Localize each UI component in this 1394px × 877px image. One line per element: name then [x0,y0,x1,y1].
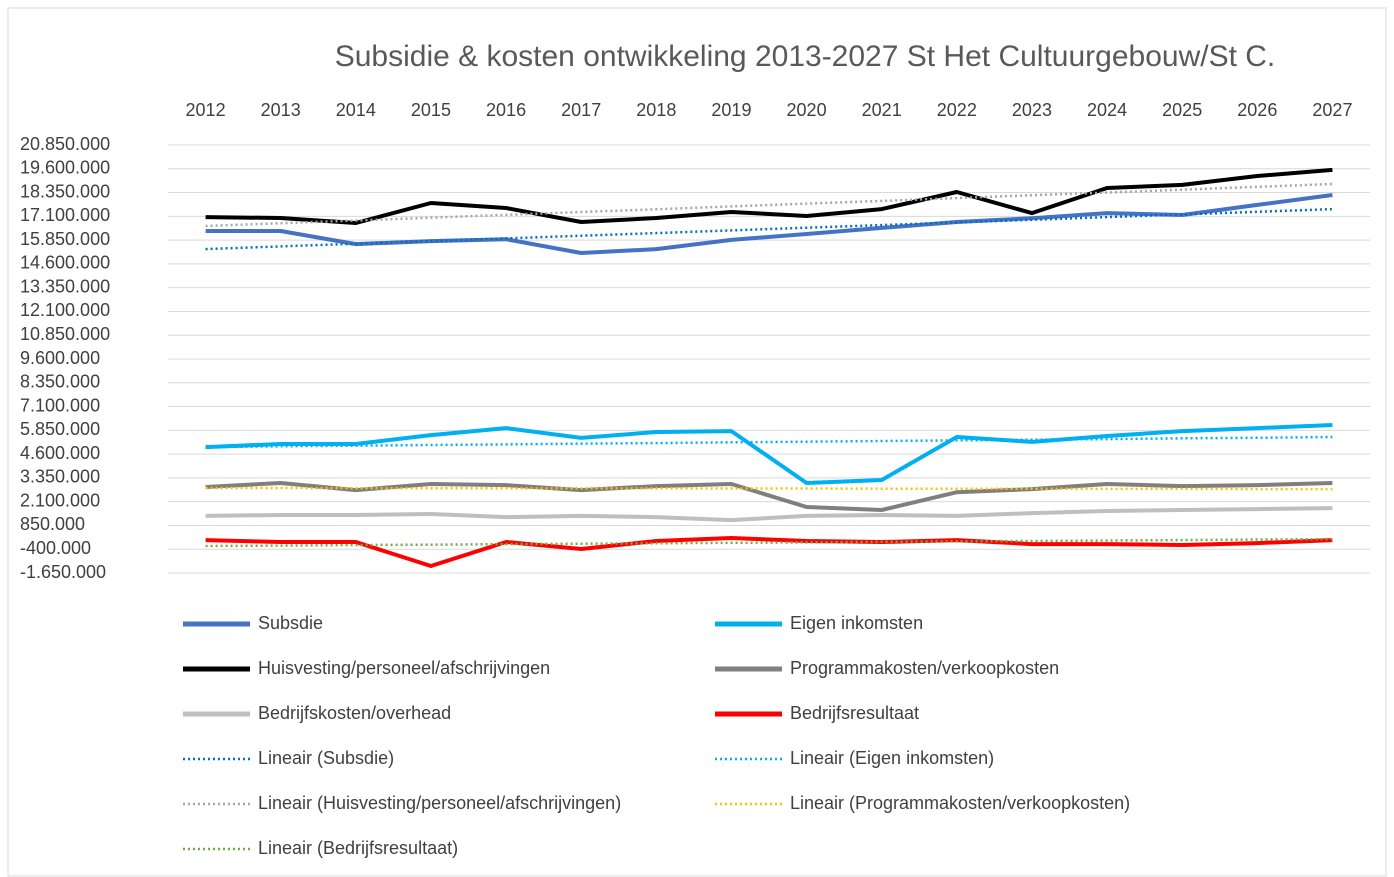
y-tick-label: 7.100.000 [20,395,100,415]
series-line [205,167,1333,225]
x-tick-label: 2017 [561,100,601,120]
legend-label: Huisvesting/personeel/afschrijvingen [258,658,550,678]
y-tick-label: 17.100.000 [20,205,110,225]
y-tick-label: 4.600.000 [20,443,100,463]
x-tick-label: 2014 [336,100,376,120]
y-tick-label: 19.600.000 [20,158,110,178]
y-tick-label: 14.600.000 [20,253,110,273]
y-tick-label: 13.350.000 [20,276,110,296]
series-line [205,536,1333,568]
x-tick-label: 2021 [862,100,902,120]
x-tick-label: 2022 [937,100,977,120]
chart-title: Subsidie & kosten ontwikkeling 2013-2027… [335,40,1276,73]
series-line [205,193,1333,255]
series-line [205,481,1333,512]
legend-label: Bedrijfsresultaat [790,703,919,723]
y-tick-label: 10.850.000 [20,324,110,344]
y-tick-label: 850.000 [20,514,85,534]
x-tick-label: 2020 [787,100,827,120]
y-tick-label: 3.350.000 [20,467,100,487]
legend-label: Lineair (Eigen inkomsten) [790,748,994,768]
x-tick-label: 2023 [1012,100,1052,120]
series-line [205,506,1333,523]
series-line [205,423,1333,485]
legend-label: Programmakosten/verkoopkosten [790,658,1059,678]
y-tick-label: 15.850.000 [20,229,110,249]
legend-label: Lineair (Programmakosten/verkoopkosten) [790,793,1130,813]
x-tick-label: 2019 [711,100,751,120]
x-tick-label: 2024 [1087,100,1127,120]
y-tick-label: -400.000 [20,538,91,558]
legend-label: Subsdie [258,613,323,633]
y-tick-label: 5.850.000 [20,419,100,439]
x-tick-label: 2027 [1312,100,1352,120]
y-tick-label: 8.350.000 [20,372,100,392]
x-tick-label: 2026 [1237,100,1277,120]
y-tick-label: -1.650.000 [20,562,106,582]
y-tick-label: 18.350.000 [20,181,110,201]
x-tick-label: 2018 [636,100,676,120]
x-tick-label: 2025 [1162,100,1202,120]
x-tick-label: 2016 [486,100,526,120]
x-tick-label: 2015 [411,100,451,120]
legend-label: Lineair (Bedrijfsresultaat) [258,838,458,858]
y-tick-label: 12.100.000 [20,300,110,320]
x-tick-label: 2012 [186,100,226,120]
legend-label: Eigen inkomsten [790,613,923,633]
legend-label: Lineair (Subsdie) [258,748,394,768]
x-tick-label: 2013 [261,100,301,120]
y-tick-label: 9.600.000 [20,348,100,368]
y-tick-label: 20.850.000 [20,134,110,154]
legend-label: Lineair (Huisvesting/personeel/afschrijv… [258,793,621,813]
legend-label: Bedrijfskosten/overhead [258,703,451,723]
y-tick-label: 2.100.000 [20,490,100,510]
